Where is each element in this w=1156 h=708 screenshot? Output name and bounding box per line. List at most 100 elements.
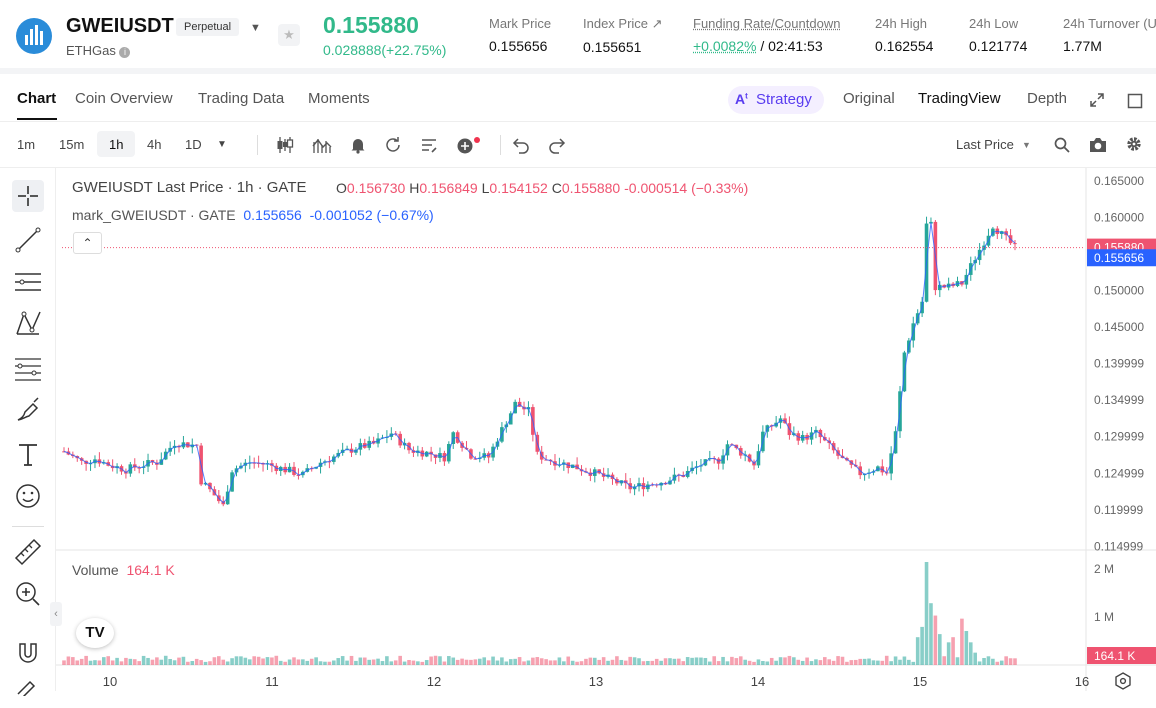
volume-bar xyxy=(628,656,632,665)
interval-dropdown-icon[interactable]: ▼ xyxy=(217,139,227,150)
camera-icon[interactable] xyxy=(1089,137,1107,153)
volume-bar xyxy=(579,661,584,665)
interval-15m[interactable]: 15m xyxy=(59,137,85,152)
undo-icon[interactable] xyxy=(512,136,530,154)
mark-price-tag xyxy=(1087,249,1156,267)
expand-icon[interactable] xyxy=(1089,92,1105,108)
volume-bar xyxy=(805,657,809,665)
stat-index-price[interactable]: Index Price ↗ 0.155651 xyxy=(583,16,663,55)
volume-bar xyxy=(809,661,814,665)
fib-tool-icon[interactable] xyxy=(12,352,44,384)
volume-bar xyxy=(858,658,862,665)
volume-bar xyxy=(186,661,190,665)
volume-bar xyxy=(615,656,619,665)
crosshair-tool-icon[interactable] xyxy=(12,180,44,212)
indicators-icon[interactable] xyxy=(312,136,332,154)
interval-1m[interactable]: 1m xyxy=(17,137,36,152)
brush-tool-icon[interactable] xyxy=(12,394,44,426)
volume-bar xyxy=(1013,658,1017,665)
chart-settings-icon[interactable] xyxy=(1114,672,1132,690)
volume-bar xyxy=(371,659,376,665)
toolbar-divider xyxy=(257,135,258,155)
price-tick-label: 0.139999 xyxy=(1094,357,1144,371)
volume-bar xyxy=(159,659,164,665)
horizontal-lines-tool-icon[interactable] xyxy=(12,266,44,298)
volume-bar xyxy=(721,656,725,665)
volume-bar xyxy=(584,658,588,665)
tab-depth[interactable]: Depth xyxy=(1027,90,1068,107)
interval-1d[interactable]: 1D xyxy=(185,137,202,152)
tab-chart[interactable]: Chart xyxy=(17,90,57,107)
volume-bar xyxy=(416,661,420,665)
price-type-select[interactable]: Last Price xyxy=(956,137,1014,152)
interval-1h[interactable]: 1h xyxy=(109,137,124,152)
time-tick-label: 14 xyxy=(751,674,765,689)
volume-bar xyxy=(385,656,389,665)
volume-bar xyxy=(853,659,858,665)
volume-bar xyxy=(464,659,469,665)
window-icon[interactable] xyxy=(1127,93,1143,109)
volume-bar xyxy=(292,657,296,665)
replay-icon[interactable] xyxy=(384,136,402,154)
volume-bar xyxy=(977,661,982,665)
favorite-star-icon[interactable]: ★ xyxy=(278,24,300,46)
volume-bar xyxy=(774,660,778,665)
tab-original[interactable]: Original xyxy=(843,90,895,107)
price-change: 0.028888(+22.75%) xyxy=(323,42,447,58)
volume-bar xyxy=(880,660,885,665)
tab-tradingview[interactable]: TradingView xyxy=(918,90,1001,107)
search-icon[interactable] xyxy=(1054,137,1070,153)
text-tool-icon[interactable] xyxy=(12,438,44,470)
volume-bar xyxy=(725,661,730,665)
mark-price-line xyxy=(63,222,1016,504)
tab-moments[interactable]: Moments xyxy=(308,90,370,107)
info-icon: i xyxy=(119,47,131,58)
candles-icon[interactable] xyxy=(275,136,295,154)
volume-bar xyxy=(513,658,517,665)
volume-bar xyxy=(588,657,593,665)
ai-icon: At xyxy=(735,91,748,107)
settings-gear-icon[interactable] xyxy=(1126,136,1142,152)
volume-bar xyxy=(637,658,641,665)
tab-trading-data[interactable]: Trading Data xyxy=(198,90,285,107)
volume-bar xyxy=(93,660,97,665)
volume-bar xyxy=(690,657,694,665)
volume-bar xyxy=(442,661,447,665)
volume-bar xyxy=(871,660,876,665)
last-price: 0.155880 xyxy=(323,12,419,38)
volume-bar xyxy=(243,657,248,665)
volume-tick-label: 1 M xyxy=(1094,610,1114,624)
emoji-tool-icon[interactable] xyxy=(12,480,44,512)
volume-bar xyxy=(831,660,836,665)
redo-icon[interactable] xyxy=(548,136,566,154)
volume-bar xyxy=(278,660,283,665)
symbol-dropdown-icon[interactable]: ▼ xyxy=(250,22,261,34)
collapse-sidebar-icon[interactable]: ‹ xyxy=(50,602,62,626)
magnet-tool-icon[interactable] xyxy=(12,636,44,668)
volume-bar xyxy=(752,661,756,665)
volume-bar xyxy=(570,660,575,665)
volume-bar xyxy=(411,660,416,665)
zoom-in-icon[interactable] xyxy=(12,578,44,610)
alert-icon[interactable] xyxy=(349,136,367,154)
volume-bar xyxy=(778,657,783,665)
time-tick-label: 16 xyxy=(1075,674,1089,689)
ruler-tool-icon[interactable] xyxy=(12,536,44,568)
volume-bar xyxy=(340,656,345,665)
trend-line-tool-icon[interactable] xyxy=(12,224,44,256)
volume-bar xyxy=(451,657,456,665)
price-chart[interactable]: 0.1650000.1600000.1550000.1500000.145000… xyxy=(0,0,1156,691)
volume-bar xyxy=(75,660,80,665)
pattern-tool-icon[interactable] xyxy=(12,308,44,340)
collapse-legend-icon[interactable]: ⌃ xyxy=(73,232,102,254)
price-type-dropdown-icon[interactable]: ▼ xyxy=(1022,140,1031,150)
volume-bar xyxy=(911,661,916,665)
interval-4h[interactable]: 4h xyxy=(147,137,162,152)
volume-bar xyxy=(876,660,880,665)
strategy-button[interactable]: At Strategy xyxy=(728,86,824,114)
tradingview-logo-icon[interactable]: TV xyxy=(76,618,114,648)
add-indicator-icon[interactable] xyxy=(456,136,484,156)
templates-icon[interactable] xyxy=(420,136,438,154)
symbol-name[interactable]: GWEIUSDT xyxy=(66,15,174,37)
tab-coin-overview[interactable]: Coin Overview xyxy=(75,90,173,107)
